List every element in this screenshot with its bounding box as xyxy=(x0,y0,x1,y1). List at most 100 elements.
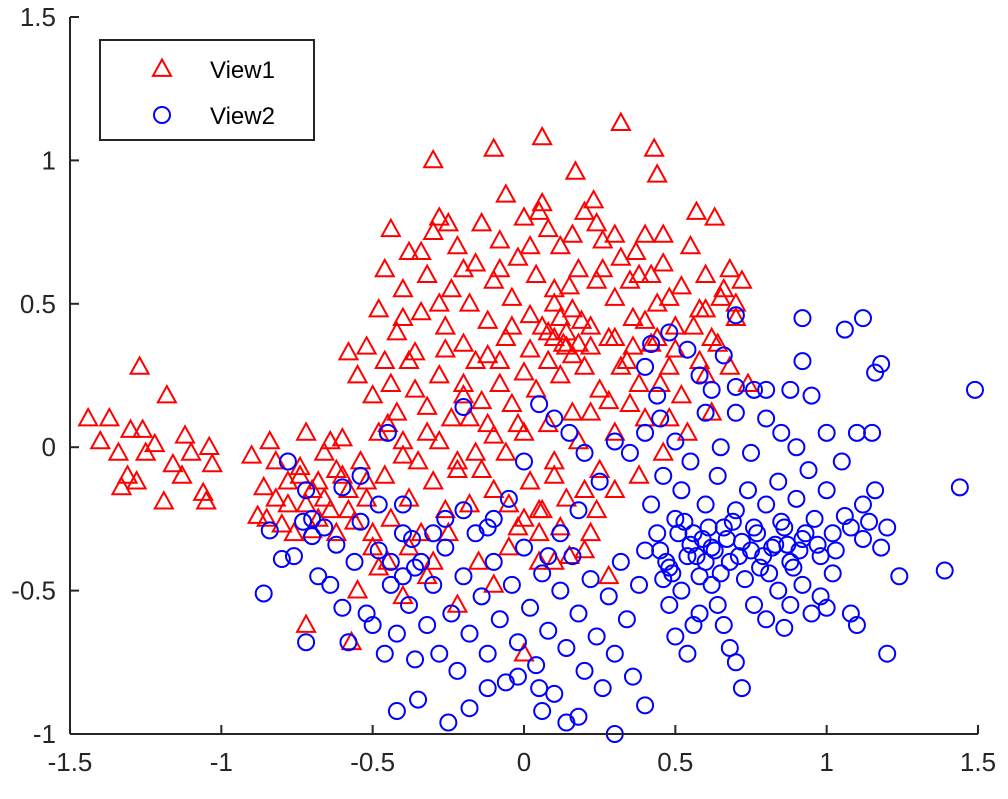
circle-marker xyxy=(545,684,564,703)
triangle-marker xyxy=(110,475,133,496)
circle-marker xyxy=(678,340,697,359)
triangle-marker xyxy=(452,372,475,392)
triangle-marker xyxy=(392,429,414,450)
triangle-marker xyxy=(670,275,693,295)
circle-marker xyxy=(339,633,358,652)
triangle-marker xyxy=(180,441,202,461)
triangle-marker xyxy=(622,306,644,326)
circle-marker xyxy=(409,690,428,709)
circle-marker xyxy=(375,644,394,663)
circle-marker xyxy=(702,575,721,594)
triangle-marker xyxy=(476,343,499,364)
circle-marker xyxy=(742,443,760,462)
triangle-marker xyxy=(437,211,460,232)
legend-box xyxy=(99,39,315,141)
circle-marker xyxy=(660,595,679,614)
circle-marker xyxy=(735,570,754,589)
circle-marker xyxy=(545,409,564,428)
circle-marker xyxy=(708,595,727,614)
triangle-marker xyxy=(319,498,342,519)
circle-marker xyxy=(723,512,742,531)
triangle-marker xyxy=(646,163,668,183)
circle-marker xyxy=(605,644,624,663)
circle-marker xyxy=(802,604,821,623)
circle-marker xyxy=(617,610,636,629)
triangle-marker xyxy=(619,269,641,289)
legend: View1 View2 xyxy=(99,39,315,141)
triangle-marker xyxy=(610,246,632,266)
legend-label-view1: View1 xyxy=(210,57,275,84)
triangle-marker xyxy=(694,363,717,384)
triangle-marker xyxy=(428,292,450,312)
triangle-marker xyxy=(634,223,656,243)
triangle-marker xyxy=(567,332,590,352)
triangle-marker xyxy=(640,332,662,352)
triangle-marker xyxy=(513,507,535,527)
triangle-marker xyxy=(703,206,726,226)
circle-marker xyxy=(642,334,661,353)
legend-triangle-icon xyxy=(151,57,173,77)
triangle-marker xyxy=(434,338,457,358)
circle-marker xyxy=(530,679,549,698)
circle-marker xyxy=(393,567,412,586)
triangle-marker xyxy=(374,464,396,484)
circle-marker xyxy=(508,633,527,652)
tick-labels: -1.5 -1 -0.5 0 0.5 1 1.5-1-0.500.511.5 xyxy=(11,2,996,777)
circle-marker xyxy=(430,644,449,663)
circle-marker xyxy=(726,306,745,325)
circle-marker xyxy=(642,495,661,514)
triangle-marker xyxy=(564,160,587,180)
triangle-marker xyxy=(446,458,469,478)
circle-marker xyxy=(681,452,700,471)
triangle-marker xyxy=(428,206,450,226)
triangle-marker xyxy=(507,246,529,266)
x-tick-label: -0.5 xyxy=(350,747,395,777)
triangle-marker xyxy=(507,412,529,433)
circle-marker xyxy=(784,558,803,577)
triangle-marker xyxy=(337,498,360,519)
triangle-marker xyxy=(670,384,693,404)
triangle-marker xyxy=(588,378,611,398)
circle-marker xyxy=(693,529,712,548)
triangle-marker xyxy=(174,424,196,444)
triangle-marker xyxy=(119,418,142,438)
triangle-marker xyxy=(483,137,505,157)
triangle-marker xyxy=(610,111,632,131)
triangle-marker xyxy=(570,309,593,329)
triangle-marker xyxy=(489,257,511,278)
triangle-marker xyxy=(259,429,281,450)
circle-marker xyxy=(678,644,697,663)
triangle-marker xyxy=(561,401,584,421)
circle-marker xyxy=(808,535,827,554)
circle-marker xyxy=(866,481,885,500)
circle-marker xyxy=(666,432,685,451)
circle-marker xyxy=(684,616,703,635)
circle-marker xyxy=(672,581,691,600)
triangle-marker xyxy=(470,458,493,478)
circle-marker xyxy=(351,466,370,485)
triangle-marker xyxy=(392,306,414,326)
triangle-marker xyxy=(573,538,596,559)
triangle-marker xyxy=(483,573,505,593)
circle-marker xyxy=(853,309,872,328)
circle-marker xyxy=(787,489,806,508)
circle-marker xyxy=(696,552,715,571)
circle-marker xyxy=(714,616,733,635)
circle-marker xyxy=(590,472,609,491)
triangle-marker xyxy=(531,125,553,146)
x-tick-label: 1.5 xyxy=(960,747,996,777)
circle-marker xyxy=(502,575,521,594)
circle-marker xyxy=(648,386,667,405)
circle-marker xyxy=(387,624,406,643)
circle-marker xyxy=(378,423,397,442)
triangle-marker xyxy=(198,435,220,456)
triangle-marker xyxy=(579,521,602,542)
circle-marker xyxy=(757,409,776,428)
circle-marker xyxy=(687,547,706,566)
circle-marker xyxy=(499,489,518,508)
circle-marker xyxy=(272,550,291,569)
circle-marker xyxy=(587,627,606,646)
triangle-marker xyxy=(719,257,741,278)
triangle-marker xyxy=(337,478,360,499)
triangle-marker xyxy=(116,464,139,484)
